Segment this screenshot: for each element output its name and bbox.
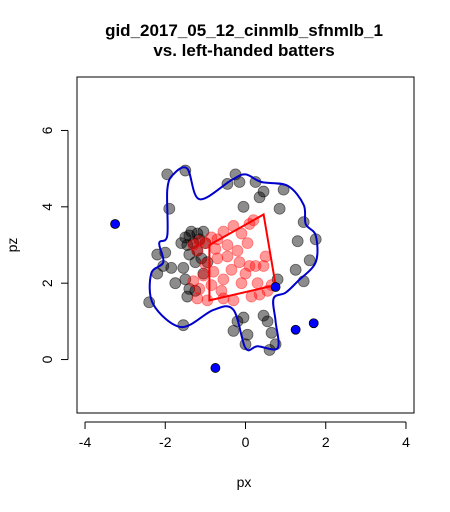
pitch-point-black: [177, 262, 190, 274]
y-axis-label: pz: [4, 238, 20, 253]
pitch-point-red: [241, 237, 254, 249]
pitch-point-black: [187, 237, 200, 249]
x-tick-label: 2: [322, 434, 330, 450]
plot-frame: [76, 76, 415, 414]
pitch-point-black: [303, 254, 316, 267]
pitch-point-red: [235, 277, 248, 290]
pitch-point-black: [291, 235, 304, 248]
pitch-point-black: [237, 311, 250, 324]
pitch-point-red: [191, 244, 204, 257]
pitch-point-red: [221, 250, 234, 263]
y-tick-label: 0: [39, 355, 55, 363]
x-axis: -4 -2 0 2 4: [79, 421, 410, 450]
pitch-point-black: [169, 277, 182, 290]
pitch-point-red: [199, 258, 212, 270]
x-tick-label: 4: [402, 434, 410, 450]
pitch-point-red: [193, 235, 206, 248]
pitch-point-black: [165, 262, 178, 274]
pitch-point-red: [193, 283, 206, 295]
pitch-point-red: [249, 260, 262, 272]
pitch-point-red: [187, 239, 200, 251]
pitch-point-black: [181, 290, 194, 303]
chart-subtitle: vs. left-handed batters: [153, 41, 334, 60]
y-tick-label: 4: [39, 203, 55, 211]
pitch-point-red: [233, 256, 246, 269]
pitch-point-black: [257, 309, 270, 322]
chart-title: gid_2017_05_12_cinmlb_sfnmlb_1: [105, 21, 383, 40]
plot-content: [110, 164, 322, 373]
pitch-point-red: [207, 265, 220, 278]
pitch-point-black: [257, 185, 270, 198]
y-tick-label: 2: [39, 279, 55, 287]
pitch-point-red: [215, 284, 228, 297]
pitch-point-black: [297, 275, 310, 288]
pitch-point-black: [261, 315, 274, 328]
y-tick-label: 6: [39, 126, 55, 134]
x-axis-label: px: [237, 474, 252, 490]
pitch-point-blue: [110, 219, 121, 229]
pitch-point-red: [251, 277, 264, 290]
pitch-point-red: [197, 269, 210, 282]
pitch-point-black: [241, 328, 254, 341]
pitch-point-red: [205, 279, 218, 291]
pitch-point-black: [273, 202, 286, 215]
pitch-point-red: [231, 244, 244, 257]
y-axis: 0 2 4 6: [39, 126, 69, 363]
x-tick-label: -2: [159, 434, 172, 450]
pitch-point-black: [193, 233, 206, 246]
blue-contour-outline: [148, 166, 319, 352]
pitch-point-black: [163, 202, 176, 215]
pitch-point-blue: [210, 363, 221, 373]
pitch-point-black: [195, 252, 208, 265]
pitch-point-red: [257, 260, 270, 272]
pitch-point-black: [253, 191, 266, 204]
pitch-point-black: [237, 200, 250, 213]
pitch-point-blue: [270, 282, 281, 292]
pitch-point-red: [225, 263, 238, 276]
pitch-point-red: [209, 242, 222, 255]
pitch-point-red: [211, 252, 224, 265]
pitch-point-black: [183, 248, 196, 261]
pitch-point-black: [265, 326, 278, 339]
pitch-point-red: [187, 275, 200, 288]
pitch-point-red: [239, 267, 252, 280]
pitch-point-black: [289, 263, 302, 276]
pitch-point-black: [189, 284, 202, 297]
pitch-point-black: [197, 225, 210, 238]
pitch-point-red: [243, 260, 256, 272]
pitch-point-red: [221, 239, 234, 251]
pitch-point-blue: [308, 318, 319, 329]
x-tick-label: 0: [242, 434, 250, 450]
x-tick-label: -4: [79, 434, 92, 450]
pitch-point-red: [191, 292, 204, 305]
pitch-point-red: [217, 273, 230, 286]
pitch-point-blue: [290, 324, 301, 335]
